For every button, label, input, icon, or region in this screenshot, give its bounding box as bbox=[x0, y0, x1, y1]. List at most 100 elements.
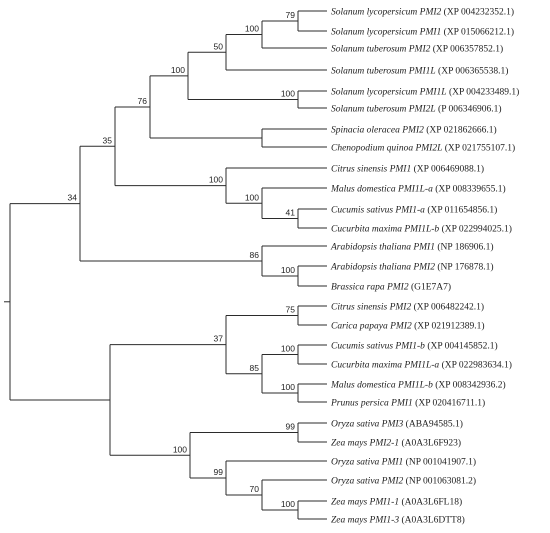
leaf-species: Solanum lycopersicum PMI1 bbox=[331, 28, 441, 38]
bootstrap-value: 100 bbox=[281, 382, 295, 392]
leaf-species: Cucumis sativus PMI1-a bbox=[331, 206, 425, 216]
bootstrap-value: 99 bbox=[214, 467, 224, 477]
leaf-label: Cucumis sativus PMI1-a (XP 011654856.1) bbox=[331, 205, 497, 216]
bootstrap-values: 79 100 50 100 100 76 100 35 100 41 100 86 34 75 100 37 8… bbox=[68, 10, 296, 509]
bootstrap-value: 79 bbox=[286, 10, 296, 20]
leaf-label: Brassica rapa PMI2 (G1E7A7) bbox=[331, 282, 451, 293]
bootstrap-value: 50 bbox=[214, 41, 224, 51]
leaf-label: Cucumis sativus PMI1-b (XP 004145852.1) bbox=[331, 341, 498, 352]
bootstrap-value: 100 bbox=[245, 24, 259, 34]
leaf-accession: (NP 001063081.2) bbox=[403, 476, 476, 487]
leaf-species: Solanum lycopersicum PMI1L bbox=[331, 88, 447, 98]
leaf-accession: (P 006346906.1) bbox=[436, 104, 502, 115]
bootstrap-value: 99 bbox=[286, 422, 296, 432]
leaf-accession: (XP 004232352.1) bbox=[441, 7, 514, 18]
leaf-label: Cucurbita maxima PMI1L-a (XP 022983634.1… bbox=[331, 360, 512, 371]
leaf-species: Oryza sativa PMI1 bbox=[331, 458, 403, 468]
bootstrap-value: 100 bbox=[209, 175, 223, 185]
leaf-label: Citrus sinensis PMI1 (XP 006469088.1) bbox=[331, 164, 484, 175]
leaf-accession: (ABA94585.1) bbox=[403, 419, 463, 430]
leaf-label: Prunus persica PMI1 (XP 020416711.1) bbox=[330, 398, 485, 409]
leaf-species: Arabidopsis thaliana PMI2 bbox=[330, 263, 435, 273]
leaf-accession: (NP 186906.1) bbox=[435, 242, 494, 253]
leaf-label: Arabidopsis thaliana PMI2 (NP 176878.1) bbox=[330, 262, 493, 273]
leaf-label: Arabidopsis thaliana PMI1 (NP 186906.1) bbox=[330, 242, 493, 253]
leaf-species: Cucumis sativus PMI1-b bbox=[331, 342, 425, 352]
leaf-accession: (XP 020416711.1) bbox=[413, 398, 485, 409]
bootstrap-value: 41 bbox=[286, 208, 296, 218]
leaf-accession: (XP 015066212.1) bbox=[441, 27, 514, 38]
leaf-species: Chenopodium quinoa PMI2L bbox=[331, 144, 442, 154]
bootstrap-value: 37 bbox=[214, 334, 224, 344]
bootstrap-value: 100 bbox=[281, 265, 295, 275]
bootstrap-value: 100 bbox=[281, 89, 295, 99]
leaf-species: Citrus sinensis PMI2 bbox=[331, 303, 411, 313]
leaf-label: Oryza sativa PMI3 (ABA94585.1) bbox=[331, 419, 463, 430]
leaf-accession: (XP 011654856.1) bbox=[425, 205, 497, 216]
leaf-accession: (XP 022994025.1) bbox=[439, 224, 512, 235]
leaf-label: Spinacia oleracea PMI2 (XP 021862666.1) bbox=[331, 125, 497, 136]
leaf-species: Prunus persica PMI1 bbox=[330, 399, 413, 409]
leaf-accession: (XP 006357852.1) bbox=[430, 44, 503, 55]
leaf-species: Oryza sativa PMI2 bbox=[331, 477, 404, 487]
leaf-accession: (XP 008339655.1) bbox=[433, 184, 506, 195]
leaf-accession: (XP 021862666.1) bbox=[424, 125, 497, 136]
leaf-species: Malus domestica PMI1L-a bbox=[330, 185, 433, 195]
leaf-species: Zea mays PMI1-3 bbox=[331, 516, 399, 526]
leaf-species: Arabidopsis thaliana PMI1 bbox=[330, 243, 435, 253]
leaf-accession: (XP 022983634.1) bbox=[439, 360, 512, 371]
leaf-label: Citrus sinensis PMI2 (XP 006482242.1) bbox=[331, 302, 484, 313]
leaf-label: Oryza sativa PMI1 (NP 001041907.1) bbox=[331, 457, 476, 468]
leaf-species: Cucurbita maxima PMI1L-a bbox=[331, 361, 439, 371]
bootstrap-value: 75 bbox=[286, 305, 296, 315]
leaf-label: Solanum lycopersicum PMI2 (XP 004232352.… bbox=[331, 7, 514, 18]
leaf-species: Carica papaya PMI2 bbox=[331, 322, 412, 332]
bootstrap-value: 34 bbox=[68, 193, 78, 203]
leaf-species: Zea mays PMI1-1 bbox=[331, 498, 399, 508]
leaf-label: Cucurbita maxima PMI1L-b (XP 022994025.1… bbox=[331, 224, 512, 235]
leaf-species: Solanum tuberosum PMI1L bbox=[331, 67, 436, 77]
bootstrap-value: 100 bbox=[173, 444, 187, 454]
leaf-accession: (A0A3L6FL18) bbox=[399, 497, 462, 508]
leaf-accession: (G1E7A7) bbox=[409, 282, 451, 293]
leaf-label: Malus domestica PMI1L-b (XP 008342936.2) bbox=[330, 380, 506, 391]
leaf-species: Citrus sinensis PMI1 bbox=[331, 165, 411, 175]
bootstrap-value: 100 bbox=[171, 65, 185, 75]
bootstrap-value: 100 bbox=[281, 499, 295, 509]
leaf-accession: (XP 006365538.1) bbox=[436, 66, 509, 77]
leaf-label: Solanum tuberosum PMI2 (XP 006357852.1) bbox=[331, 44, 503, 55]
leaf-species: Solanum lycopersicum PMI2 bbox=[331, 8, 442, 18]
leaf-labels: Solanum lycopersicum PMI2 (XP 004232352.… bbox=[330, 7, 519, 526]
leaf-species: Malus domestica PMI1L-b bbox=[330, 381, 433, 391]
leaf-accession: (XP 006469088.1) bbox=[411, 164, 484, 175]
leaf-accession: (XP 021755107.1) bbox=[442, 143, 515, 154]
leaf-label: Solanum tuberosum PMI1L (XP 006365538.1) bbox=[331, 66, 508, 77]
bootstrap-value: 100 bbox=[281, 344, 295, 354]
leaf-accession: (A0A3L6DTT8) bbox=[399, 515, 465, 526]
leaf-species: Solanum tuberosum PMI2 bbox=[331, 45, 431, 55]
bootstrap-value: 85 bbox=[250, 363, 260, 373]
leaf-label: Malus domestica PMI1L-a (XP 008339655.1) bbox=[330, 184, 506, 195]
leaf-accession: (XP 006482242.1) bbox=[411, 302, 484, 313]
bootstrap-value: 100 bbox=[245, 192, 259, 202]
leaf-species: Oryza sativa PMI3 bbox=[331, 420, 404, 430]
leaf-species: Brassica rapa PMI2 bbox=[331, 283, 409, 293]
leaf-label: Solanum lycopersicum PMI1 (XP 015066212.… bbox=[331, 27, 514, 38]
leaf-accession: (XP 021912389.1) bbox=[412, 321, 485, 332]
bootstrap-value: 70 bbox=[250, 484, 260, 494]
leaf-label: Carica papaya PMI2 (XP 021912389.1) bbox=[331, 321, 485, 332]
leaf-accession: (XP 004145852.1) bbox=[425, 341, 498, 352]
leaf-label: Chenopodium quinoa PMI2L (XP 021755107.1… bbox=[331, 143, 515, 154]
leaf-label: Solanum tuberosum PMI2L (P 006346906.1) bbox=[331, 104, 502, 115]
bootstrap-value: 86 bbox=[250, 250, 260, 260]
leaf-accession: (XP 004233489.1) bbox=[447, 87, 520, 98]
leaf-species: Zea mays PMI2-1 bbox=[331, 439, 399, 449]
leaf-species: Spinacia oleracea PMI2 bbox=[331, 126, 424, 136]
bootstrap-value: 35 bbox=[103, 135, 113, 145]
leaf-label: Solanum lycopersicum PMI1L (XP 004233489… bbox=[331, 87, 519, 98]
leaf-accession: (NP 176878.1) bbox=[435, 262, 494, 273]
leaf-species: Solanum tuberosum PMI2L bbox=[331, 105, 436, 115]
leaf-label: Zea mays PMI1-3 (A0A3L6DTT8) bbox=[331, 515, 465, 526]
leaf-accession: (NP 001041907.1) bbox=[403, 457, 476, 468]
